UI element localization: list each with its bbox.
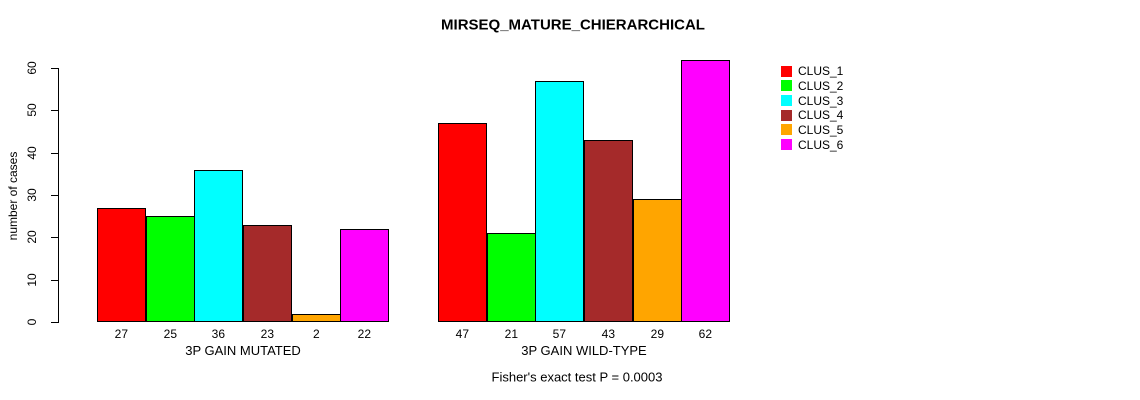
y-axis-tick-label: 40 <box>25 145 39 160</box>
y-axis-tick <box>51 279 58 281</box>
legend-label: CLUS_2 <box>798 78 844 93</box>
y-axis-tick <box>51 68 58 69</box>
y-axis-label: number of cases <box>6 151 20 241</box>
bar-CLUS_4 <box>584 140 633 322</box>
y-axis-tick <box>51 110 58 112</box>
bar-CLUS_4 <box>243 225 292 322</box>
y-axis-tick-label: 50 <box>25 103 39 118</box>
fisher-test-caption: Fisher's exact test P = 0.0003 <box>491 369 663 385</box>
y-axis-tick <box>51 152 58 154</box>
bar-CLUS_3 <box>194 170 243 322</box>
legend-item-CLUS_6: CLUS_6 <box>781 137 843 152</box>
legend-item-CLUS_3: CLUS_3 <box>781 93 843 108</box>
legend-swatch-icon <box>781 124 792 136</box>
bar-value-label: 27 <box>114 327 129 341</box>
bar-value-label: 47 <box>455 327 470 341</box>
bar-value-label: 57 <box>552 327 567 341</box>
chart-title: MIRSEQ_MATURE_CHIERARCHICAL <box>441 16 705 34</box>
legend: CLUS_1 CLUS_2 CLUS_3 CLUS_4 CLUS_5 CLUS_6 <box>781 64 843 152</box>
legend-item-CLUS_2: CLUS_2 <box>781 79 843 94</box>
bar-value-label: 25 <box>163 327 178 341</box>
legend-swatch-icon <box>781 109 792 121</box>
y-axis-tick-label: 20 <box>25 230 39 245</box>
bar-CLUS_2 <box>146 216 195 322</box>
legend-swatch-icon <box>781 65 792 77</box>
bar-CLUS_5 <box>292 314 341 322</box>
legend-swatch-icon <box>781 95 792 107</box>
bar-value-label: 43 <box>601 327 616 341</box>
group-label: 3P GAIN MUTATED <box>185 343 301 358</box>
y-axis-tick <box>51 322 58 323</box>
bar-CLUS_1 <box>97 208 146 322</box>
bar-value-label: 29 <box>650 327 665 341</box>
bar-CLUS_6 <box>681 60 730 322</box>
bar-value-label: 21 <box>504 327 519 341</box>
bar-CLUS_6 <box>340 229 389 322</box>
bar-CLUS_3 <box>535 81 584 322</box>
y-axis-line <box>58 68 59 323</box>
y-axis-tick-label: 10 <box>25 272 39 287</box>
legend-item-CLUS_5: CLUS_5 <box>781 123 843 138</box>
legend-label: CLUS_5 <box>798 122 844 137</box>
legend-swatch-icon <box>781 80 792 92</box>
y-axis-tick <box>51 237 58 239</box>
legend-item-CLUS_1: CLUS_1 <box>781 64 843 79</box>
legend-label: CLUS_1 <box>798 64 844 79</box>
legend-label: CLUS_3 <box>798 93 844 108</box>
bar-value-label: 36 <box>211 327 226 341</box>
legend-item-CLUS_4: CLUS_4 <box>781 108 843 123</box>
y-axis-tick-label: 0 <box>25 318 39 326</box>
bar-CLUS_2 <box>487 233 536 322</box>
bar-CLUS_1 <box>438 123 487 322</box>
y-axis-tick-label: 30 <box>25 188 39 202</box>
group-label: 3P GAIN WILD-TYPE <box>521 343 647 358</box>
bar-value-label: 22 <box>357 327 372 341</box>
bar-value-label: 62 <box>698 327 713 341</box>
legend-swatch-icon <box>781 139 792 151</box>
bar-value-label: 23 <box>260 327 275 341</box>
y-axis-tick <box>51 195 58 196</box>
bar-CLUS_5 <box>633 199 682 322</box>
bar-value-label: 2 <box>312 327 320 341</box>
legend-label: CLUS_6 <box>798 137 844 152</box>
y-axis-tick-label: 60 <box>25 61 39 75</box>
legend-label: CLUS_4 <box>798 108 844 123</box>
